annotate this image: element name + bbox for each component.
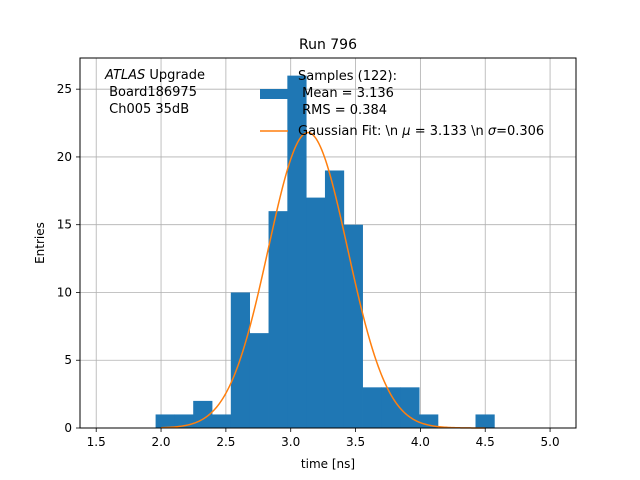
y-tick-label: 15 [57,218,72,232]
histogram-bar [362,387,382,428]
legend-fit-mid: = 3.133 \n [411,124,488,139]
histogram-bar [249,333,269,428]
histogram-bar [287,75,307,428]
y-axis-label: Entries [33,222,47,264]
gaussian-fit-curve [161,131,486,429]
histogram-bar [324,170,345,428]
histogram-bar [212,414,232,428]
histogram-bar [155,414,175,428]
x-tick-label: 4.0 [411,435,430,449]
histogram-bar [343,224,363,428]
x-tick-label: 3.0 [281,435,300,449]
histogram-bar [400,387,420,428]
legend: Samples (122): Mean = 3.136 RMS = 0.384 … [260,69,544,139]
x-axis-label: time [ns] [301,457,355,471]
histogram-bars [155,75,495,428]
x-tick-label: 3.5 [346,435,365,449]
atlas-label: ATLAS [104,68,145,83]
x-axis-ticks: 1.5 2.0 2.5 3.0 3.5 4.0 4.5 5.0 [87,428,560,449]
atlas-annotation: ATLAS Upgrade Board186975 Ch005 35dB [104,68,205,117]
annotation-line-1: ATLAS Upgrade [104,68,205,83]
legend-fit-label: Gaussian Fit: \n μ = 3.133 \n σ=0.306 [298,124,544,139]
y-tick-label: 20 [57,150,72,164]
legend-fit-sigma: σ [488,124,497,139]
plot-frame [79,57,577,429]
y-axis-ticks: 0 5 10 15 20 25 [57,82,80,435]
x-tick-label: 2.0 [151,435,170,449]
legend-fit-mu: μ [401,124,410,139]
x-tick-label: 4.5 [476,435,495,449]
annotation-channel: Ch005 35dB [105,102,189,117]
gaussian-fit [161,131,486,429]
histogram-bar [475,414,495,428]
legend-hist-swatch [260,89,288,99]
legend-fit-post: =0.306 [496,124,544,139]
y-tick-label: 25 [57,82,72,96]
legend-hist-label-2: Mean = 3.136 [298,86,394,101]
y-tick-label: 10 [57,285,72,299]
x-tick-label: 5.0 [541,435,560,449]
legend-fit-pre: Gaussian Fit: \n [298,124,402,139]
x-tick-label: 1.5 [87,435,106,449]
upgrade-label: Upgrade [145,68,205,83]
histogram-bar [381,387,401,428]
y-tick-label: 0 [64,421,72,435]
histogram-bar [268,211,288,428]
x-tick-label: 2.5 [216,435,235,449]
legend-hist-label-1: Samples (122): [298,69,397,84]
annotation-board: Board186975 [105,85,197,100]
chart-title: Run 796 [299,37,357,53]
histogram-bar [306,197,326,428]
y-tick-label: 5 [64,353,72,367]
legend-hist-label-3: RMS = 0.384 [298,103,387,118]
